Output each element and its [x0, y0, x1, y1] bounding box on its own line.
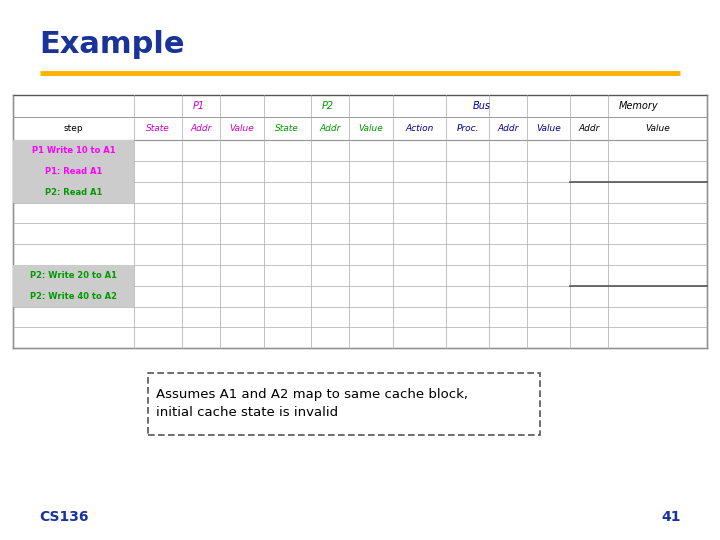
- Text: P1: P1: [193, 101, 205, 111]
- Text: CS136: CS136: [40, 510, 89, 524]
- Text: step: step: [64, 124, 84, 133]
- Text: P2: Write 40 to A2: P2: Write 40 to A2: [30, 292, 117, 301]
- Text: State: State: [275, 124, 299, 133]
- Text: P2: P2: [322, 101, 334, 111]
- Text: Bus: Bus: [472, 101, 490, 111]
- Text: Example: Example: [40, 30, 185, 59]
- Text: Value: Value: [645, 124, 670, 133]
- Text: P1: Read A1: P1: Read A1: [45, 167, 102, 176]
- Text: Addr: Addr: [190, 124, 212, 133]
- Text: Assumes A1 and A2 map to same cache block,
initial cache state is invalid: Assumes A1 and A2 map to same cache bloc…: [156, 388, 468, 420]
- Text: Value: Value: [229, 124, 254, 133]
- Text: P1 Write 10 to A1: P1 Write 10 to A1: [32, 146, 115, 155]
- Text: State: State: [146, 124, 170, 133]
- Text: Addr: Addr: [497, 124, 518, 133]
- Text: Value: Value: [536, 124, 561, 133]
- Text: Memory: Memory: [619, 101, 659, 111]
- Text: 41: 41: [661, 510, 680, 524]
- Bar: [13, 140, 135, 161]
- Text: P2: Write 20 to A1: P2: Write 20 to A1: [30, 271, 117, 280]
- Text: Addr: Addr: [319, 124, 341, 133]
- Text: Value: Value: [359, 124, 383, 133]
- Bar: [13, 286, 135, 307]
- Text: Action: Action: [405, 124, 433, 133]
- Text: Proc.: Proc.: [456, 124, 479, 133]
- Bar: [13, 161, 135, 182]
- Text: Addr: Addr: [579, 124, 600, 133]
- Bar: [13, 182, 135, 202]
- Bar: [13, 265, 135, 286]
- Text: P2: Read A1: P2: Read A1: [45, 188, 102, 197]
- Bar: [148, 373, 540, 435]
